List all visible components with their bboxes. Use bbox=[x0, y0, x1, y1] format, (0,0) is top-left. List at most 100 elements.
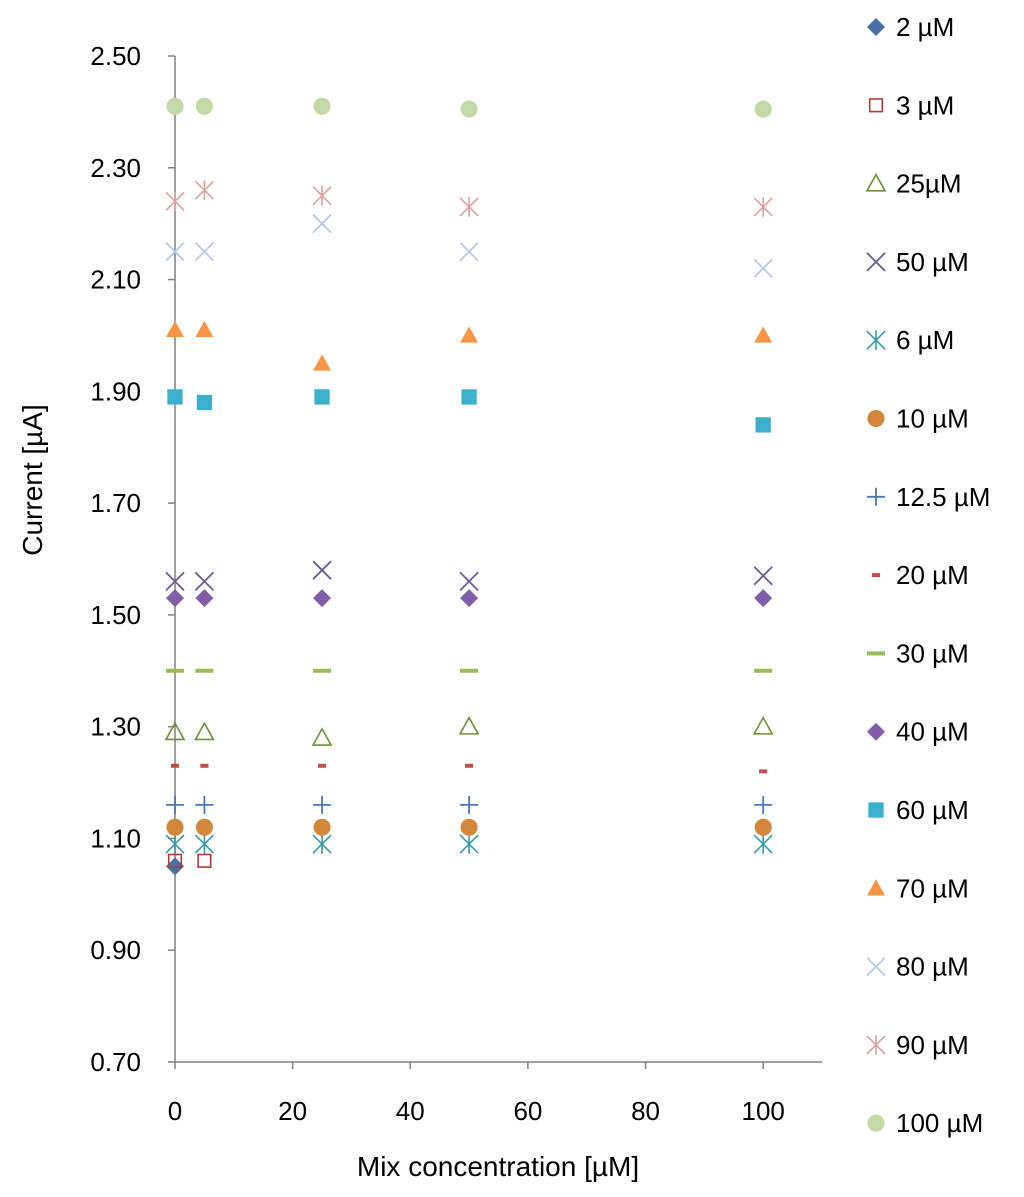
data-point bbox=[166, 97, 184, 115]
legend-label: 80 µM bbox=[896, 952, 969, 982]
legend-marker bbox=[867, 879, 885, 896]
legend-label: 10 µM bbox=[896, 404, 969, 434]
data-point bbox=[314, 389, 330, 405]
x-axis-title: Mix concentration [µM] bbox=[357, 1151, 639, 1182]
data-point bbox=[166, 795, 184, 814]
legend-marker bbox=[867, 18, 885, 36]
data-point bbox=[460, 100, 478, 118]
data-point bbox=[197, 853, 212, 868]
x-tick-label: 40 bbox=[396, 1096, 425, 1126]
legend-item: 80 µM bbox=[866, 952, 969, 982]
data-point bbox=[313, 97, 331, 115]
legend-marker bbox=[867, 722, 885, 741]
data-point bbox=[166, 668, 184, 673]
legend-marker bbox=[865, 172, 887, 192]
series-12 bbox=[165, 214, 773, 279]
data-point bbox=[317, 763, 327, 768]
data-point bbox=[167, 389, 183, 405]
x-tick-label: 60 bbox=[513, 1096, 542, 1126]
legend-item: 30 µM bbox=[867, 638, 969, 668]
data-point bbox=[312, 560, 332, 580]
legend-item: 12.5 µM bbox=[867, 482, 990, 512]
data-point bbox=[312, 185, 332, 206]
data-point bbox=[311, 727, 333, 746]
x-tick-label: 100 bbox=[741, 1096, 784, 1126]
series-1 bbox=[167, 853, 212, 868]
legend: 2 µM 3 µM 25µM 50 µM 6 µM 10 µM 12.5 µM 20 µM 30… bbox=[865, 12, 990, 1138]
data-point bbox=[754, 668, 773, 673]
legend-marker bbox=[866, 252, 886, 272]
legend-label: 25µM bbox=[896, 169, 962, 199]
series-5 bbox=[166, 818, 772, 836]
data-point bbox=[458, 716, 480, 735]
legend-label: 2 µM bbox=[896, 12, 954, 42]
data-point bbox=[195, 589, 214, 608]
series-9 bbox=[166, 589, 773, 608]
x-axis-ticks: 0 20 40 60 80 100 bbox=[168, 1062, 785, 1126]
data-point bbox=[312, 214, 332, 234]
data-point bbox=[194, 241, 215, 262]
series-2 bbox=[164, 716, 774, 746]
data-point bbox=[166, 320, 184, 338]
data-point bbox=[194, 180, 214, 201]
legend-label: 40 µM bbox=[896, 717, 969, 747]
y-tick-label: 1.50 bbox=[90, 600, 141, 630]
legend-item: 20 µM bbox=[871, 560, 969, 590]
legend-marker bbox=[871, 573, 881, 578]
series-14 bbox=[166, 97, 772, 118]
data-point bbox=[460, 818, 478, 836]
legend-marker bbox=[868, 98, 884, 113]
data-point bbox=[753, 258, 773, 279]
data-point bbox=[170, 763, 180, 768]
legend-item: 10 µM bbox=[867, 404, 969, 434]
legend-label: 100 µM bbox=[896, 1108, 983, 1138]
data-point bbox=[194, 834, 214, 854]
data-point bbox=[165, 571, 185, 591]
data-point bbox=[166, 589, 184, 608]
data-point bbox=[195, 818, 213, 836]
data-point bbox=[752, 716, 774, 735]
data-point bbox=[754, 326, 773, 343]
y-tick-label: 0.90 bbox=[90, 935, 141, 965]
legend-item: 60 µM bbox=[868, 795, 969, 825]
legend-item: 40 µM bbox=[867, 717, 969, 747]
series-6 bbox=[166, 795, 773, 814]
legend-item: 50 µM bbox=[866, 247, 969, 277]
y-axis-ticks: 0.70 0.90 1.10 1.30 1.50 1.70 1.90 2.10 2.30 2.50 bbox=[90, 41, 175, 1077]
data-point bbox=[195, 320, 214, 338]
data-point bbox=[196, 394, 213, 411]
data-point bbox=[459, 197, 479, 217]
data-point bbox=[753, 197, 773, 217]
data-point bbox=[195, 795, 214, 814]
data-point bbox=[194, 721, 215, 741]
x-tick-label: 80 bbox=[631, 1096, 660, 1126]
legend-label: 90 µM bbox=[896, 1030, 969, 1060]
data-point bbox=[754, 818, 772, 836]
y-tick-label: 0.70 bbox=[90, 1047, 141, 1077]
data-point bbox=[460, 668, 479, 673]
legend-marker bbox=[867, 651, 885, 656]
data-point bbox=[460, 795, 479, 814]
y-tick-label: 1.30 bbox=[90, 712, 141, 742]
series-3 bbox=[165, 560, 773, 591]
data-point bbox=[754, 795, 773, 814]
data-point bbox=[753, 834, 773, 854]
legend-label: 30 µM bbox=[896, 638, 969, 668]
data-point bbox=[753, 566, 773, 586]
data-point bbox=[200, 763, 209, 768]
data-point bbox=[754, 100, 772, 118]
data-point bbox=[755, 417, 771, 433]
y-tick-label: 2.50 bbox=[90, 41, 141, 71]
y-tick-label: 2.30 bbox=[90, 153, 141, 183]
data-point bbox=[759, 769, 768, 774]
y-tick-label: 1.90 bbox=[90, 376, 141, 406]
data-point bbox=[313, 668, 332, 673]
y-axis-title: Current [µA] bbox=[17, 404, 48, 556]
data-point bbox=[165, 191, 185, 212]
series-10 bbox=[167, 389, 771, 433]
data-point bbox=[754, 589, 773, 608]
legend-marker bbox=[868, 802, 884, 818]
legend-item: 25µM bbox=[865, 169, 962, 199]
data-point bbox=[465, 763, 474, 768]
data-point bbox=[165, 834, 185, 854]
